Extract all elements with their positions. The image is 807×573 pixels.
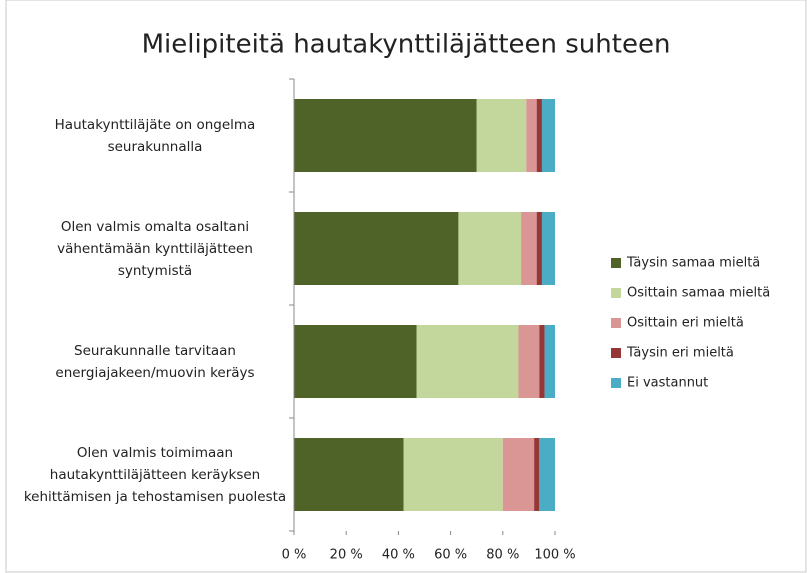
bar-segment: [539, 325, 545, 398]
bar-segment: [541, 99, 555, 172]
bar-segment: [518, 325, 540, 398]
legend-swatch: [611, 378, 621, 388]
bar-segment: [541, 212, 555, 285]
bar-segment: [521, 212, 537, 285]
bar-segment: [502, 438, 535, 511]
bar-segment: [476, 99, 527, 172]
bar-segment: [294, 212, 459, 285]
bar-segment: [458, 212, 522, 285]
bar-segment: [416, 325, 519, 398]
bar-segment: [539, 438, 555, 511]
category-label: Seurakunnalle tarvitaan energiajakeen/mu…: [55, 342, 255, 381]
bar-segment: [403, 438, 503, 511]
bar-segment: [294, 438, 404, 511]
legend-swatch: [611, 348, 621, 358]
category-label: Olen valmis toimimaan hautakynttiläjätte…: [23, 444, 287, 505]
chart-title: Mielipiteitä hautakynttiläjätteen suhtee…: [142, 30, 671, 60]
x-tick-label: 40 %: [382, 548, 415, 563]
x-tick-label: 60 %: [434, 548, 467, 563]
bar-segment: [544, 325, 555, 398]
x-tick-label: 80 %: [486, 548, 519, 563]
x-tick-label: 20 %: [330, 548, 363, 563]
category-label: Hautakynttiläjäte on ongelma seurakunnal…: [54, 116, 256, 155]
bar-segment: [536, 212, 542, 285]
legend-label: Ei vastannut: [627, 376, 708, 391]
bar-segment: [534, 438, 540, 511]
bar-segment: [294, 99, 477, 172]
legend-swatch: [611, 288, 621, 298]
legend-label: Osittain samaa mieltä: [627, 286, 770, 301]
x-tick-label: 100 %: [534, 548, 575, 563]
legend-label: Täysin samaa mieltä: [626, 256, 760, 271]
bar-segment: [294, 325, 417, 398]
x-tick-label: 0 %: [282, 548, 307, 563]
legend-swatch: [611, 258, 621, 268]
legend-label: Osittain eri mieltä: [627, 316, 744, 331]
bar-segment: [526, 99, 537, 172]
category-label: Olen valmis omalta osaltani vähentämään …: [57, 218, 253, 279]
legend-swatch: [611, 318, 621, 328]
bar-segment: [536, 99, 542, 172]
legend-label: Täysin eri mieltä: [626, 346, 734, 361]
